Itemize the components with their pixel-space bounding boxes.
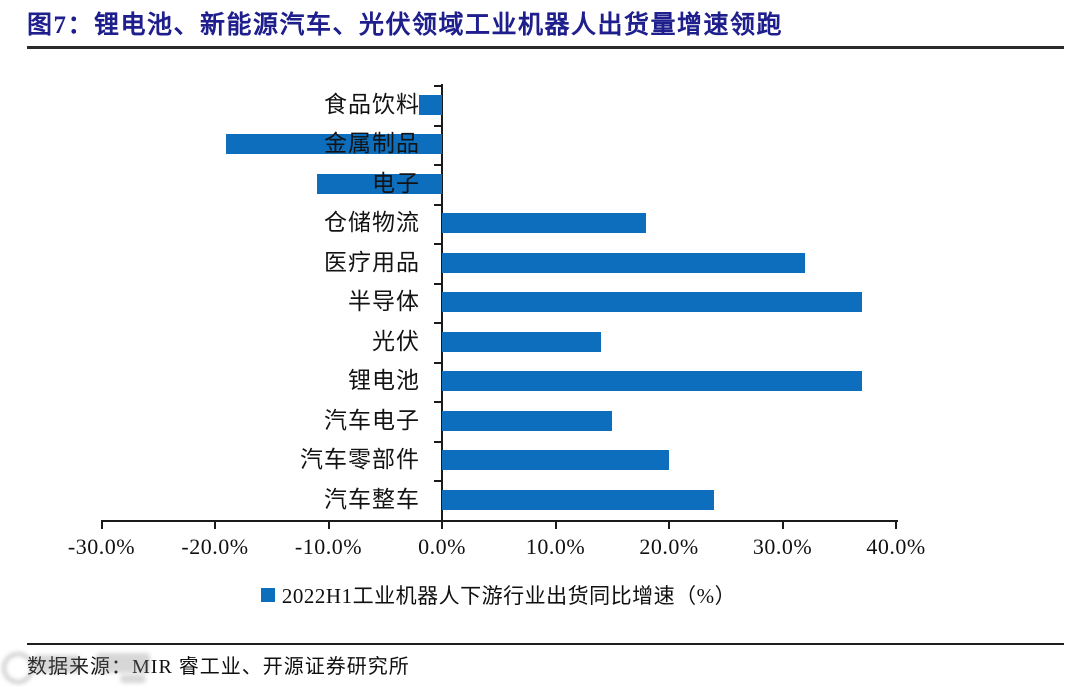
bar-0	[419, 94, 442, 115]
x-axis-tick-label: -20.0%	[181, 533, 249, 559]
x-axis-tick	[214, 519, 216, 529]
y-axis-tick	[434, 361, 441, 364]
y-axis-tick	[434, 243, 441, 245]
bar-3	[442, 213, 647, 234]
x-axis-tick	[668, 519, 670, 529]
source-divider	[27, 643, 1064, 645]
x-axis-tick-label: -30.0%	[67, 533, 136, 559]
y-axis-tick	[434, 282, 441, 285]
title-underline	[27, 46, 1064, 49]
y-axis-tick	[434, 164, 441, 166]
x-axis-tick-label: 10.0%	[525, 533, 586, 559]
legend-swatch	[260, 588, 275, 602]
y-axis-tick	[434, 480, 441, 482]
category-label: 仓储物流	[324, 210, 420, 236]
bar-1	[226, 134, 442, 155]
category-label: 食品饮料	[324, 91, 420, 117]
y-axis-tick	[434, 85, 441, 87]
x-axis-tick-label: 20.0%	[639, 533, 699, 559]
legend-label: 2022H1工业机器人下游行业出货同比增速（%）	[281, 584, 737, 608]
x-axis-tick	[781, 519, 784, 529]
category-label: 光伏	[372, 328, 420, 354]
y-axis-tick	[434, 203, 441, 206]
y-axis-tick	[434, 440, 441, 443]
bar-9	[442, 450, 669, 471]
x-axis-tick	[441, 519, 443, 529]
category-label: 汽车整车	[324, 486, 420, 512]
category-label: 电子	[372, 170, 420, 196]
figure-title: 图7：锂电池、新能源汽车、光伏领域工业机器人出货量增速领跑	[27, 12, 784, 39]
x-axis-tick	[554, 519, 557, 529]
y-axis-tick	[434, 401, 441, 403]
bar-5	[442, 292, 862, 313]
bar-chart: -30.0% -20.0% -10.0% 0.0% 10.0% 20.0% 30.0% 40.…	[0, 84, 1080, 565]
chart-legend: 2022H1工业机器人下游行业出货同比增速（%）	[101, 581, 896, 609]
x-axis-tick-label: 0.0%	[418, 533, 466, 559]
y-axis-tick	[434, 519, 441, 522]
x-axis-tick-label: 40.0%	[866, 533, 926, 559]
category-label: 半导体	[348, 289, 420, 315]
y-axis-tick	[434, 322, 441, 324]
category-label: 锂电池	[348, 368, 420, 394]
x-axis-tick-label: -10.0%	[294, 533, 363, 559]
bar-8	[442, 410, 613, 431]
category-label: 汽车零部件	[300, 447, 420, 473]
bar-4	[442, 252, 806, 273]
x-axis-tick	[100, 519, 103, 529]
bar-2	[317, 173, 442, 194]
x-axis	[100, 519, 898, 522]
data-source-text: 数据来源：MIR 睿工业、开源证券研究所	[27, 656, 410, 678]
category-label: 汽车电子	[324, 407, 420, 433]
bar-6	[442, 331, 601, 352]
category-label: 金属制品	[324, 131, 420, 157]
category-label: 医疗用品	[324, 249, 420, 275]
y-axis-tick	[434, 124, 441, 127]
x-axis-tick	[895, 519, 897, 529]
x-axis-tick	[327, 519, 330, 529]
bar-10	[442, 489, 715, 510]
bar-7	[442, 371, 862, 392]
x-axis-tick-label: 30.0%	[752, 533, 813, 559]
